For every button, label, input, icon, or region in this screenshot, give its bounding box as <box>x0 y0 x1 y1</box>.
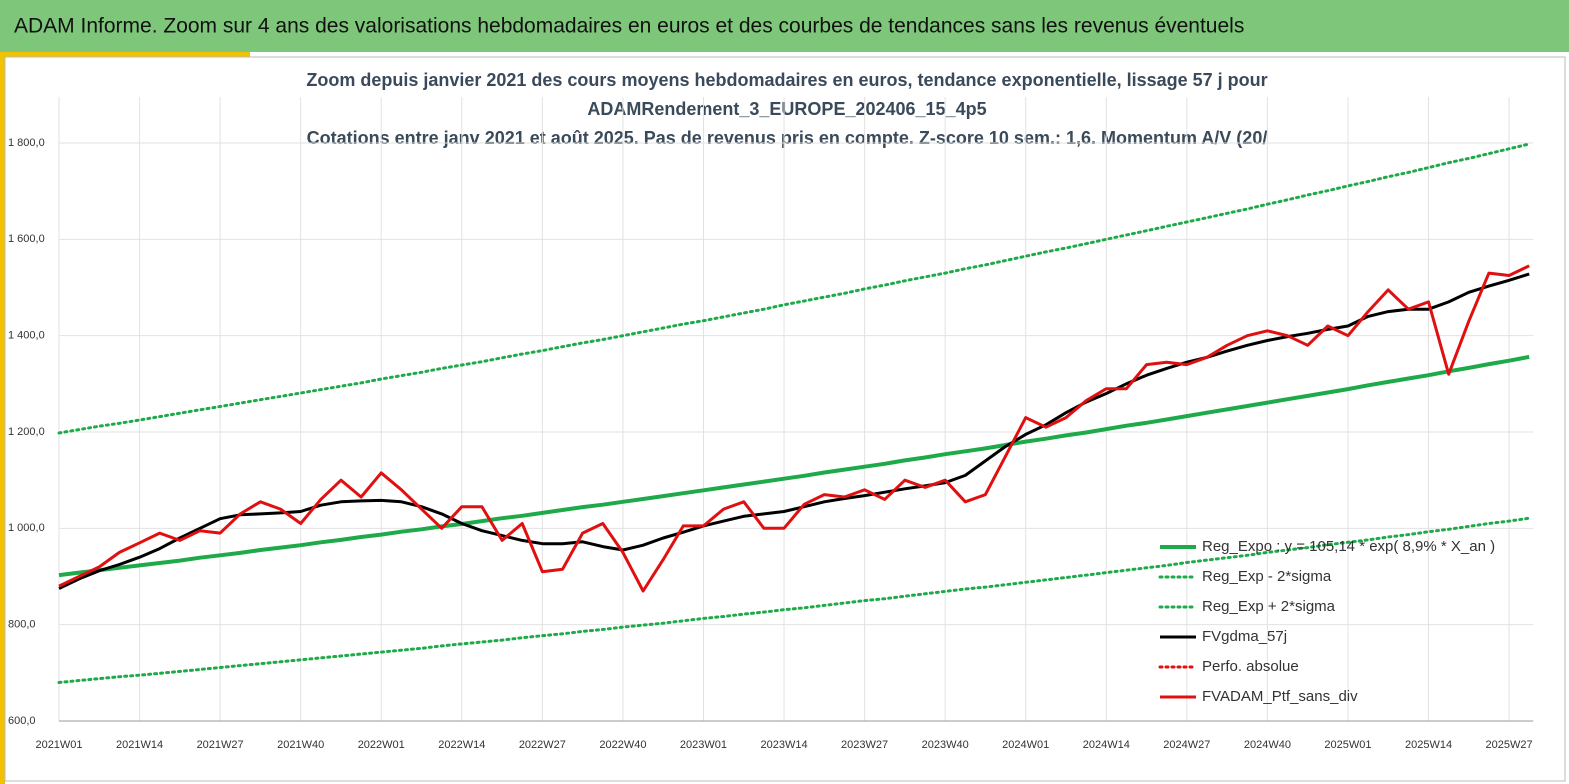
x-tick-label: 2025W14 <box>1405 739 1452 751</box>
x-tick-label: 2024W14 <box>1083 739 1130 751</box>
header-title: ADAM Informe. Zoom sur 4 ans des valoris… <box>14 15 1244 38</box>
legend-label: Perfo. absolue <box>1202 658 1299 675</box>
legend-label: FVgdma_57j <box>1202 628 1287 645</box>
x-tick-label: 2025W01 <box>1324 739 1371 751</box>
legend-label: FVADAM_Ptf_sans_div <box>1202 688 1358 705</box>
x-tick-label: 2022W01 <box>358 739 405 751</box>
series-line <box>58 264 1530 593</box>
x-tick-label: 2024W40 <box>1244 739 1291 751</box>
y-tick-label: 1 000,0 <box>8 522 45 534</box>
x-tick-label: 2023W27 <box>841 739 888 751</box>
y-tick-label: 600,0 <box>8 715 36 727</box>
y-tick-label: 1 400,0 <box>8 330 45 342</box>
x-tick-label: 2021W14 <box>116 739 163 751</box>
series-line <box>58 354 1530 578</box>
x-tick-label: 2021W40 <box>277 739 324 751</box>
x-tick-label: 2023W14 <box>760 739 807 751</box>
chart-title: Zoom depuis janvier 2021 des cours moyen… <box>306 70 1267 90</box>
y-tick-label: 1 200,0 <box>8 426 45 438</box>
chart-title: Cotations entre janv 2021 et août 2025. … <box>307 128 1268 148</box>
legend-label: Reg_Expo : y = 105,14 * exp( 8,9% * X_an… <box>1202 538 1495 555</box>
series-line <box>57 142 1531 435</box>
x-tick-label: 2022W40 <box>599 739 646 751</box>
series-line <box>58 272 1530 590</box>
chart-title: ADAMRendement_3_EUROPE_202406_15_4p5 <box>587 99 986 119</box>
x-tick-label: 2023W01 <box>680 739 727 751</box>
x-tick-label: 2022W27 <box>519 739 566 751</box>
y-tick-label: 1 600,0 <box>8 233 45 245</box>
x-tick-label: 2022W14 <box>438 739 485 751</box>
legend-label: Reg_Exp + 2*sigma <box>1202 598 1336 615</box>
series-line <box>57 516 1531 684</box>
x-tick-label: 2023W40 <box>922 739 969 751</box>
x-tick-label: 2021W27 <box>197 739 244 751</box>
legend-label: Reg_Exp - 2*sigma <box>1202 568 1332 585</box>
x-tick-label: 2021W01 <box>35 739 82 751</box>
x-tick-label: 2025W27 <box>1486 739 1533 751</box>
accent <box>0 52 5 784</box>
x-tick-label: 2024W27 <box>1163 739 1210 751</box>
y-tick-label: 800,0 <box>8 619 36 631</box>
header-band <box>0 0 1569 52</box>
x-tick-label: 2024W01 <box>1002 739 1049 751</box>
y-tick-label: 1 800,0 <box>8 137 45 149</box>
chart-frame <box>4 56 1566 782</box>
accent <box>0 52 250 57</box>
